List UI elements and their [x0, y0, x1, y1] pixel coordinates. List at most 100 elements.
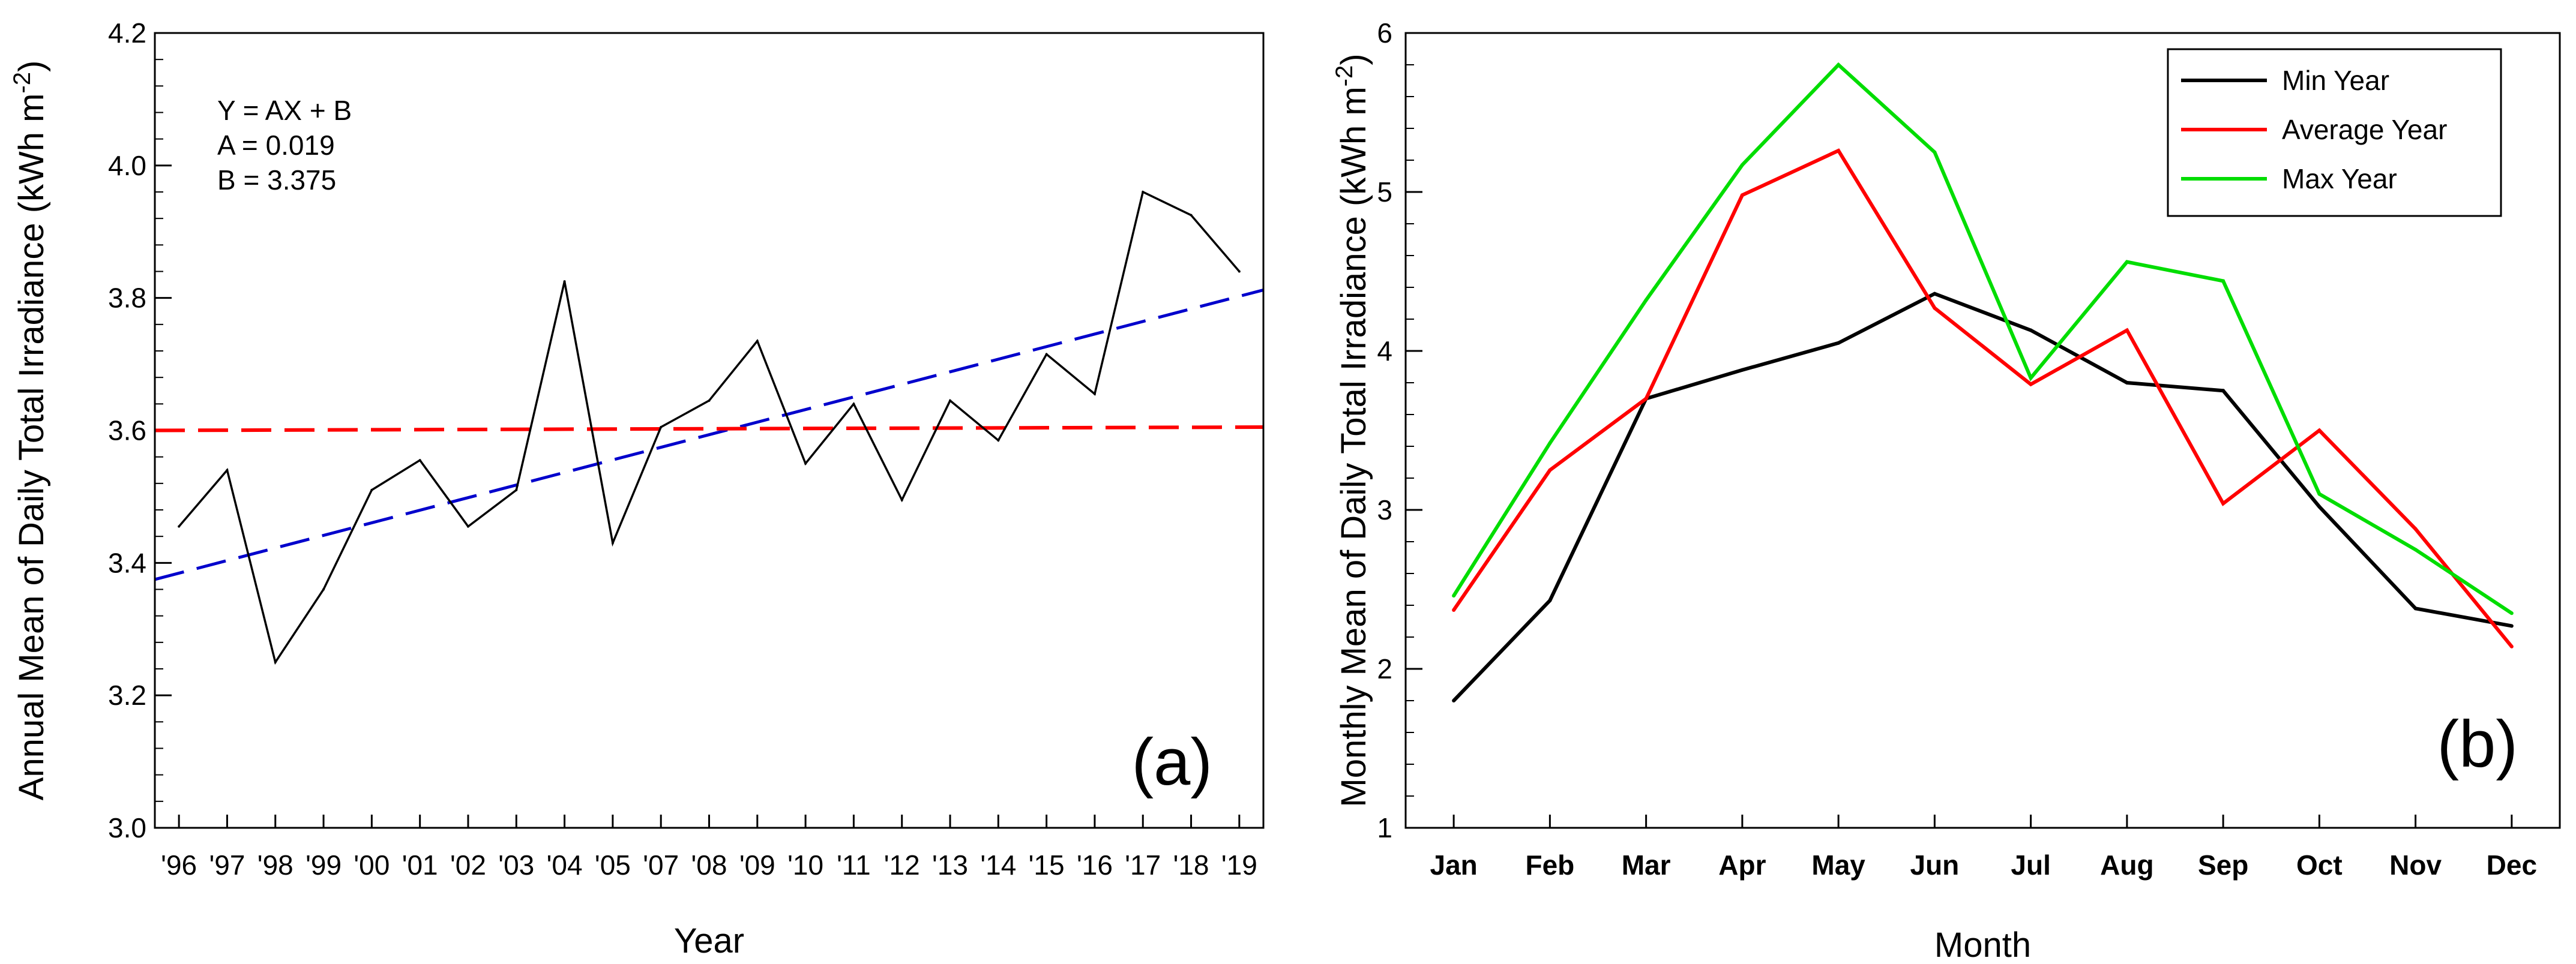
a-x-tick-label: '08 — [691, 849, 727, 881]
b-data-point-max-year — [1837, 63, 1841, 67]
a-x-tick-label: '14 — [980, 849, 1016, 881]
b-legend-label-max-year: Max Year — [2282, 163, 2397, 194]
b-data-point-min-year — [1548, 599, 1552, 603]
a-equation-label: Y = AX + B — [217, 95, 352, 126]
a-data-point — [178, 525, 181, 528]
b-plot-frame — [1404, 32, 2561, 829]
a-data-point — [563, 280, 566, 283]
a-data-point — [515, 488, 518, 491]
a-y-axis-title-main: Annual Mean of Daily Total Irradiance (k… — [12, 94, 51, 801]
b-data-point-min-year — [1837, 341, 1841, 345]
a-x-tick-label: '13 — [932, 849, 968, 881]
a-x-tick-label: '07 — [643, 849, 679, 881]
b-data-point-max-year — [2125, 260, 2129, 264]
b-y-tick-label: 2 — [1377, 653, 1392, 684]
b-data-point-max-year — [2317, 492, 2322, 496]
b-data-point-average-year — [2509, 644, 2514, 648]
b-data-point-average-year — [1933, 306, 1937, 310]
a-x-tick-label: '97 — [209, 849, 245, 881]
b-data-point-average-year — [2317, 428, 2322, 433]
b-lines — [1452, 62, 2514, 702]
a-data-point — [997, 439, 1000, 442]
b-series-line-average-year — [1452, 148, 2514, 648]
b-data-point-max-year — [1452, 594, 1456, 598]
b-data-point-max-year — [2221, 279, 2225, 283]
b-data-point-min-year — [2317, 504, 2322, 509]
b-data-point-max-year — [1548, 441, 1552, 445]
b-x-tick-label-jan: Jan — [1430, 849, 1477, 881]
b-x-tick-label-sep: Sep — [2198, 849, 2248, 881]
b-x-axis-title: Month — [1934, 926, 2031, 964]
a-y-tick-label: 3.8 — [108, 283, 146, 314]
b-y-axis-title-main: Monthly Mean of Daily Total Irradiance (… — [1334, 86, 1373, 807]
b-legend-label-average-year: Average Year — [2282, 114, 2447, 145]
a-data-point — [1142, 191, 1145, 193]
a-x-tick-label: '17 — [1125, 849, 1161, 881]
a-y-tick-label: 3.4 — [108, 547, 146, 578]
a-x-axis-title: Year — [674, 921, 744, 960]
a-data-point — [274, 660, 277, 663]
a-y-tick-label: 4.0 — [108, 150, 146, 181]
b-data-point-max-year — [1740, 163, 1744, 167]
a-x-tick-label: '01 — [402, 849, 438, 881]
a-y-axis-title-sup: -2 — [9, 72, 35, 94]
b-x-tick-label-aug: Aug — [2100, 849, 2153, 881]
b-data-point-average-year — [2221, 501, 2225, 506]
b-y-tick-label: 4 — [1377, 335, 1392, 367]
a-x-tick-label: '96 — [161, 849, 197, 881]
b-data-point-average-year — [1837, 149, 1841, 153]
b-y-tick-label: 3 — [1377, 494, 1392, 525]
a-x-tick-label: '02 — [450, 849, 486, 881]
panel-a: 3.0 3.2 3.4 3.6 3.8 4.0 4.2 '96 '97 '98 '99 '00 '01 '… — [9, 17, 1265, 960]
a-x-tick-label: '15 — [1029, 849, 1065, 881]
a-x-tick-label: '09 — [739, 849, 775, 881]
a-lines — [154, 190, 1264, 665]
a-x-tick-label: '98 — [257, 849, 293, 881]
a-data-point — [370, 488, 373, 491]
b-x-tick-label-feb: Feb — [1525, 849, 1574, 881]
a-data-point — [900, 498, 903, 501]
a-x-tick-label: '03 — [498, 849, 534, 881]
b-data-point-average-year — [2029, 382, 2033, 386]
a-x-tick-label: '11 — [837, 849, 871, 881]
b-data-point-max-year — [1933, 150, 1937, 154]
a-data-point — [418, 459, 421, 462]
b-x-tick-label-may: May — [1811, 849, 1865, 881]
a-y-tick-label: 4.2 — [108, 17, 146, 49]
b-data-point-max-year — [2509, 611, 2514, 615]
b-y-tick-label: 6 — [1377, 17, 1392, 49]
a-data-point — [1093, 392, 1096, 395]
b-x-tick-label-nov: Nov — [2389, 849, 2442, 881]
a-coefficient-a-label: A = 0.019 — [217, 130, 335, 161]
b-legend: Min Year Average Year Max Year — [2167, 48, 2502, 217]
b-y-tick-label: 1 — [1377, 812, 1392, 843]
a-data-point — [949, 399, 952, 402]
a-data-point — [756, 340, 759, 343]
a-x-tick-label: '18 — [1173, 849, 1209, 881]
a-data-point — [1045, 353, 1048, 356]
b-x-tick-label-dec: Dec — [2487, 849, 2537, 881]
a-coefficient-b-label: B = 3.375 — [217, 164, 336, 196]
a-x-tick-label: '04 — [547, 849, 583, 881]
a-data-point — [1238, 270, 1241, 273]
b-data-point-average-year — [1452, 608, 1456, 612]
a-y-axis-title-close: ) — [12, 61, 51, 72]
a-x-tick-label: '19 — [1221, 849, 1257, 881]
b-legend-label-min-year: Min Year — [2282, 65, 2389, 96]
b-data-point-min-year — [2221, 389, 2225, 393]
b-x-tick-label-mar: Mar — [1622, 849, 1671, 881]
a-data-point — [322, 588, 325, 591]
a-y-axis-title: Annual Mean of Daily Total Irradiance (k… — [9, 61, 51, 801]
b-y-axis-title-close: ) — [1334, 53, 1373, 65]
a-data-point — [660, 425, 663, 428]
a-data-point — [1190, 214, 1193, 217]
b-data-point-min-year — [1452, 699, 1456, 702]
b-legend-box — [2167, 48, 2502, 217]
a-y-tick-label: 3.6 — [108, 415, 146, 446]
b-x-tick-label-jun: Jun — [1910, 849, 1959, 881]
b-data-point-max-year — [2029, 376, 2033, 380]
a-data-point — [804, 462, 807, 465]
a-x-tick-label: '16 — [1077, 849, 1113, 881]
b-data-point-min-year — [1740, 368, 1744, 372]
